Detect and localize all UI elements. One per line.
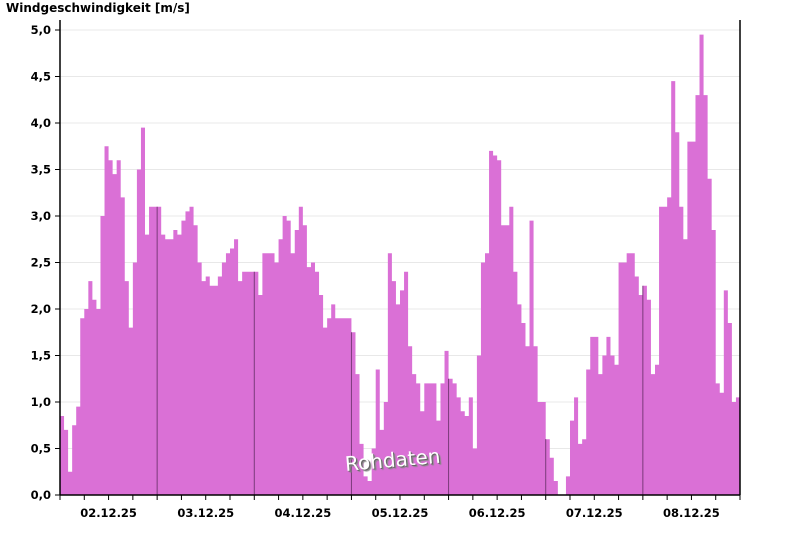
x-tick-label: 05.12.25 bbox=[372, 506, 429, 520]
y-tick-label: 5,0 bbox=[31, 23, 51, 37]
x-tick-label: 07.12.25 bbox=[566, 506, 623, 520]
x-tick-label: 03.12.25 bbox=[177, 506, 234, 520]
x-tick-label: 04.12.25 bbox=[274, 506, 331, 520]
y-tick-label: 1,5 bbox=[31, 349, 51, 363]
y-tick-label: 1,0 bbox=[31, 395, 51, 409]
y-tick-label: 3,5 bbox=[31, 163, 51, 177]
y-tick-label: 4,5 bbox=[31, 70, 51, 84]
y-tick-label: 4,0 bbox=[31, 116, 51, 130]
y-tick-label: 0,0 bbox=[31, 488, 51, 502]
y-tick-label: 3,0 bbox=[31, 209, 51, 223]
x-tick-label: 06.12.25 bbox=[469, 506, 526, 520]
y-tick-label: 0,5 bbox=[31, 442, 51, 456]
x-tick-label: 08.12.25 bbox=[663, 506, 720, 520]
y-tick-label: 2,0 bbox=[31, 302, 51, 316]
chart-title: Windgeschwindigkeit [m/s] bbox=[6, 1, 190, 15]
wind-speed-area bbox=[60, 34, 740, 496]
x-tick-label: 02.12.25 bbox=[80, 506, 137, 520]
y-tick-label: 2,5 bbox=[31, 256, 51, 270]
